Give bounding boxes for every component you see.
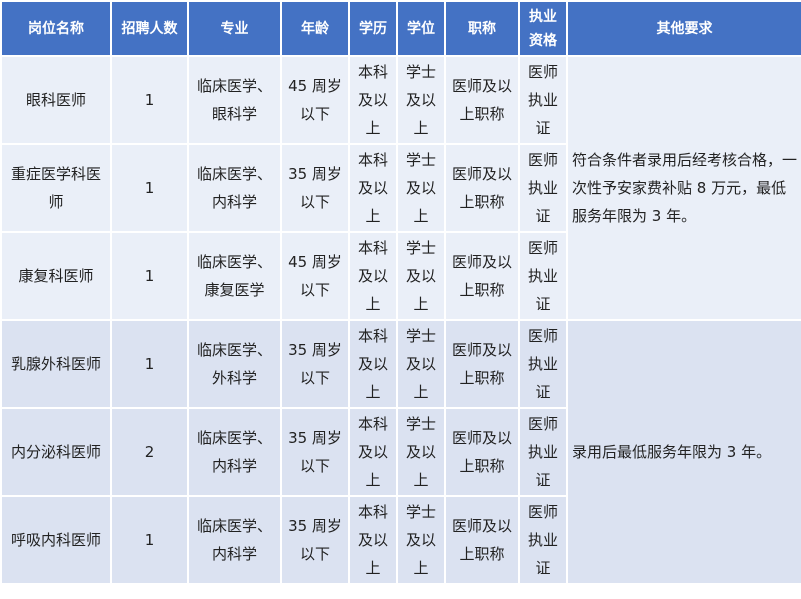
cell-major: 临床医学、内科学: [187, 495, 282, 585]
cell-degree: 学士及以上: [396, 407, 446, 497]
cell-position: 乳腺外科医师: [0, 319, 112, 409]
cell-education: 本科及以上: [348, 319, 398, 409]
table-row: 内分泌科医师 2 临床医学、内科学 35 周岁以下 本科及以上 学士及以上 医师及以上职称医…: [0, 407, 801, 497]
cell-title: 医师及以上职称: [444, 319, 520, 409]
cell-title: 医师及以上职称: [444, 231, 520, 321]
cell-title: 医师及以上职称: [444, 55, 520, 145]
col-header: 专业: [187, 0, 282, 57]
col-header: 职称: [444, 0, 520, 57]
cell-count: 2: [110, 407, 189, 497]
cell-age: 35 周岁以下: [280, 407, 350, 497]
col-header: 学历: [348, 0, 398, 57]
cell-qualification: 医师执业证: [518, 143, 568, 233]
cell-education: 本科及以上: [348, 231, 398, 321]
col-header: 年龄: [280, 0, 350, 57]
cell-position: 重症医学科医师: [0, 143, 112, 233]
cell-qualification: 医师执业证: [518, 407, 568, 497]
col-header: 学位: [396, 0, 446, 57]
table-row: 乳腺外科医师 1 临床医学、外科学 35 周岁以下 本科及以上 学士及以上 医师及以上职称医…: [0, 319, 801, 585]
cell-major: 临床医学、外科学: [187, 319, 282, 409]
table-row: 呼吸内科医师 1 临床医学、内科学 35 周岁以下 本科及以上 学士及以上 医师及以上职称医…: [0, 495, 801, 585]
cell-count: 1: [110, 319, 189, 409]
cell-age: 35 周岁以下: [280, 495, 350, 585]
cell-qualification: 医师执业证: [518, 55, 568, 145]
table-row: 眼科医师 1 临床医学、眼科学 45 周岁以下 本科及以上 学士及以上 医师及以上职称 医师执…: [0, 55, 801, 321]
cell-qualification: 医师执业证: [518, 495, 568, 585]
cell-major: 临床医学、内科学: [187, 143, 282, 233]
cell-degree: 学士及以上: [396, 231, 446, 321]
cell-education: 本科及以上: [348, 143, 398, 233]
cell-count: 1: [110, 143, 189, 233]
cell-title: 医师及以上职称: [444, 495, 520, 585]
table-row: 康复科医师 1 临床医学、康复医学 45 周岁以下 本科及以上 学士及以上 医师及以上职称医…: [0, 231, 801, 321]
cell-degree: 学士及以上: [396, 55, 446, 145]
cell-other-requirements: 符合条件者录用后经考核合格，一次性予安家费补贴 8 万元，最低服务年限为 3 年…: [566, 55, 801, 321]
cell-education: 本科及以上: [348, 55, 398, 145]
col-header: 岗位名称: [0, 0, 112, 57]
cell-degree: 学士及以上: [396, 319, 446, 409]
recruitment-table: 岗位名称 招聘人数 专业 年龄 学历 学位 职称 执业资格 其他要求 眼科医师 1…: [0, 0, 801, 585]
cell-other-requirements: 录用后最低服务年限为 3 年。: [566, 319, 801, 585]
col-header: 其他要求: [566, 0, 801, 57]
cell-major: 临床医学、眼科学: [187, 55, 282, 145]
cell-count: 1: [110, 495, 189, 585]
cell-education: 本科及以上: [348, 495, 398, 585]
cell-qualification: 医师执业证: [518, 319, 568, 409]
cell-age: 45 周岁以下: [280, 231, 350, 321]
cell-count: 1: [110, 55, 189, 145]
cell-age: 45 周岁以下: [280, 55, 350, 145]
cell-degree: 学士及以上: [396, 143, 446, 233]
cell-education: 本科及以上: [348, 407, 398, 497]
cell-position: 康复科医师: [0, 231, 112, 321]
cell-position: 眼科医师: [0, 55, 112, 145]
cell-major: 临床医学、康复医学: [187, 231, 282, 321]
col-header: 执业资格: [518, 0, 568, 57]
col-header: 招聘人数: [110, 0, 189, 57]
cell-degree: 学士及以上: [396, 495, 446, 585]
header-row: 岗位名称 招聘人数 专业 年龄 学历 学位 职称 执业资格 其他要求: [0, 0, 801, 57]
cell-count: 1: [110, 231, 189, 321]
cell-position: 呼吸内科医师: [0, 495, 112, 585]
cell-title: 医师及以上职称: [444, 143, 520, 233]
table-row: 重症医学科医师 1 临床医学、内科学 35 周岁以下 本科及以上 学士及以上 医师及以上职称…: [0, 143, 801, 233]
cell-major: 临床医学、内科学: [187, 407, 282, 497]
cell-position: 内分泌科医师: [0, 407, 112, 497]
cell-title: 医师及以上职称: [444, 407, 520, 497]
cell-age: 35 周岁以下: [280, 319, 350, 409]
cell-qualification: 医师执业证: [518, 231, 568, 321]
cell-age: 35 周岁以下: [280, 143, 350, 233]
